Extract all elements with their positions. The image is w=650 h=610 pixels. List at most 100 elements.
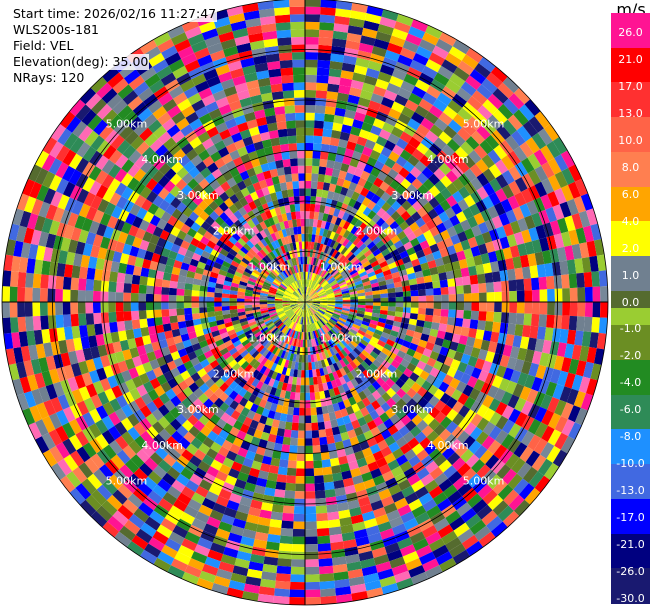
gate-cell xyxy=(188,382,199,393)
gate-cell xyxy=(139,318,148,329)
gate-cell xyxy=(536,326,547,340)
gate-cell xyxy=(290,304,299,309)
gate-cell xyxy=(547,302,555,316)
gate-cell xyxy=(63,224,75,240)
gate-cell xyxy=(305,302,310,309)
gate-cell xyxy=(591,317,600,333)
gate-cell xyxy=(298,324,302,332)
gate-cell xyxy=(200,221,211,231)
gate-cell xyxy=(322,382,329,391)
gate-cell xyxy=(346,223,355,233)
gate-cell xyxy=(240,536,255,547)
gate-cell xyxy=(306,317,309,325)
gate-cell xyxy=(35,436,50,454)
gate-cell xyxy=(216,568,233,580)
gate-cell xyxy=(264,319,273,325)
gate-cell xyxy=(467,96,483,111)
gate-cell xyxy=(288,321,294,329)
gate-cell xyxy=(439,557,457,572)
gate-cell xyxy=(307,256,310,265)
gate-cell xyxy=(89,150,103,166)
gate-cell xyxy=(495,365,507,378)
gate-cell xyxy=(505,334,515,347)
gate-cell xyxy=(516,302,525,314)
gate-cell xyxy=(272,379,280,389)
gate-cell xyxy=(202,436,215,449)
gate-cell xyxy=(283,306,291,311)
gate-cell xyxy=(419,39,436,53)
gate-cell xyxy=(455,381,467,393)
gate-cell xyxy=(430,79,446,93)
gate-cell xyxy=(147,389,159,401)
gate-cell xyxy=(321,326,328,334)
gate-cell xyxy=(456,250,466,261)
gate-cell xyxy=(227,329,236,336)
gate-cell xyxy=(313,282,319,290)
gate-cell xyxy=(438,112,453,126)
gate-cell xyxy=(231,278,241,285)
gate-cell xyxy=(305,302,313,306)
gate-cell xyxy=(298,298,305,302)
gate-cell xyxy=(330,419,339,428)
gate-cell xyxy=(288,143,298,152)
gate-cell xyxy=(295,354,300,363)
gate-cell xyxy=(428,406,441,419)
gate-cell xyxy=(333,288,341,293)
gate-cell xyxy=(338,509,351,519)
gate-cell xyxy=(307,249,311,257)
gate-cell xyxy=(316,512,328,522)
gate-cell xyxy=(309,324,313,332)
gate-cell xyxy=(301,226,305,234)
gate-cell xyxy=(71,325,81,339)
gate-cell xyxy=(233,384,243,394)
gate-cell xyxy=(583,316,593,333)
gate-cell xyxy=(364,139,376,150)
gate-cell xyxy=(382,122,395,134)
gate-cell xyxy=(539,302,548,315)
gate-cell xyxy=(344,446,355,456)
gate-cell xyxy=(290,29,305,38)
gate-cell xyxy=(283,343,289,352)
gate-cell xyxy=(295,468,305,477)
gate-cell xyxy=(307,287,312,296)
gate-cell xyxy=(456,302,465,311)
gate-cell xyxy=(117,360,129,373)
gate-cell xyxy=(462,101,478,117)
gate-cell xyxy=(99,464,114,480)
gate-cell xyxy=(100,302,109,313)
gate-cell xyxy=(449,73,466,88)
gate-cell xyxy=(482,262,492,274)
gate-cell xyxy=(554,302,563,316)
gate-cell xyxy=(319,304,328,307)
gate-cell xyxy=(381,248,391,257)
gate-cell xyxy=(335,8,352,18)
gate-cell xyxy=(112,251,123,263)
gate-cell xyxy=(256,251,265,260)
gate-cell xyxy=(460,508,477,523)
gate-cell xyxy=(442,374,454,386)
gate-cell xyxy=(269,325,277,333)
gate-cell xyxy=(38,201,51,218)
gate-cell xyxy=(221,297,230,302)
gate-cell xyxy=(478,311,487,321)
gate-cell xyxy=(354,111,366,122)
gate-cell xyxy=(333,251,341,260)
gate-cell xyxy=(592,302,601,318)
gate-cell xyxy=(465,454,480,468)
gate-cell xyxy=(229,443,241,455)
gate-cell xyxy=(420,136,434,149)
gate-cell xyxy=(259,302,268,305)
gate-cell xyxy=(320,327,326,335)
gate-cell xyxy=(386,206,397,217)
gate-cell xyxy=(119,464,134,479)
gate-cell xyxy=(271,337,279,345)
gate-cell xyxy=(255,446,266,456)
gate-cell xyxy=(454,317,464,327)
gate-cell xyxy=(331,327,339,335)
gate-cell xyxy=(354,450,365,461)
gate-cell xyxy=(323,253,330,262)
gate-cell xyxy=(443,465,458,479)
gate-cell xyxy=(433,302,442,310)
gate-cell xyxy=(391,491,405,503)
gate-cell xyxy=(422,327,431,336)
